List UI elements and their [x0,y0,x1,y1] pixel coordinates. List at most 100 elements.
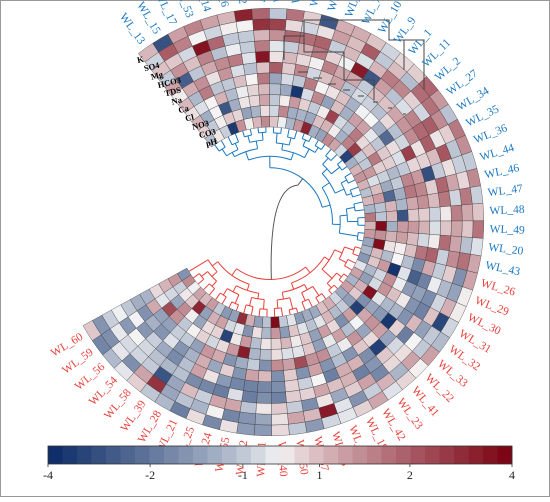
dendro-branch [344,247,354,250]
dendro-branch [353,194,361,197]
heatmap-cell [245,369,259,381]
heatmap-cell [438,191,451,207]
heatmap-cell [375,221,386,231]
heatmap-cell [281,337,292,349]
heatmap-cell [396,232,408,244]
heatmap-cell [243,63,257,75]
colorbar-step [222,446,237,464]
dendro-branch [216,293,221,300]
colorbar-step [411,446,426,464]
sample-label: WL_44 [478,142,515,164]
heatmap-cell [257,73,269,84]
dendro-branch [322,269,332,278]
heatmap-cell [252,8,270,20]
heatmap-cell [282,347,294,359]
heatmap-cell [461,204,473,221]
dendro-branch [335,250,343,253]
heatmap-cell [249,95,260,107]
heatmap-cell [284,369,298,381]
heatmap-cell [428,234,440,249]
colorbar-step [48,446,63,464]
heatmap-cell [238,412,255,425]
sample-label: WL_8 [326,0,346,13]
dendro-branch [289,138,291,145]
heatmap-cell [240,401,257,413]
dendro-branch [302,293,306,301]
dendro-branch [324,257,329,260]
colorbar-tick-label: 2 [407,468,413,482]
heatmap-cell [364,204,376,214]
dendro-branch [250,298,252,306]
heatmap-cell [396,199,408,211]
dendro-branch [247,284,249,290]
heatmap-cell [418,208,429,221]
colorbar-step [367,446,382,464]
heatmap-cell [271,327,281,338]
dendro-branch [256,141,257,149]
colorbar-step [179,446,194,464]
dendro-branch [344,274,348,277]
sample-label: WL_6 [213,0,231,8]
dendro-branch [258,128,259,133]
dendro-branch [326,149,331,155]
heatmap-cell [271,381,285,392]
heatmap-cell [272,424,290,436]
heatmap-cell [438,235,450,251]
colorbar-step [135,446,150,464]
heatmap-cell [417,195,429,209]
heatmap-cell [271,349,282,360]
colorbar-step [280,446,295,464]
colorbar-step [425,446,440,464]
colorbar-step [106,446,121,464]
heatmap-cell [279,316,289,328]
sample-label: WL_49 [489,223,525,236]
heatmap-cell [472,203,484,221]
dendro-branch [322,169,327,174]
dendro-branch [331,155,337,161]
heatmap-cell [243,380,258,392]
dendro-branch [189,260,208,272]
heatmap-cell [255,51,269,62]
heatmap-cell [258,84,269,95]
dendro-branch [321,144,325,149]
dendro-branch [223,289,227,295]
colorbar-step [237,446,252,464]
dendro-branch [354,202,363,204]
dendro-branch [348,259,356,263]
dendro-branch [244,305,246,313]
dendro-branch [289,310,290,315]
dendro-branch [327,283,331,287]
heatmap-cell [449,189,462,206]
heatmap-cell [259,360,271,371]
heatmap-cell [429,221,440,235]
heatmap-cell [440,221,451,236]
heatmap-cell [271,338,282,349]
heatmap-cell [271,317,280,328]
colorbar-step [121,446,136,464]
sample-label: WL_20 [488,242,525,258]
dendro-branch [357,240,363,241]
dendro-branch [282,144,283,150]
dendro-root [298,179,303,185]
heatmap-cell [270,116,279,127]
dendro-branch [342,166,347,170]
dendro-branch [313,286,319,295]
heatmap-cell [258,371,271,382]
heatmap-cell [427,193,439,208]
heatmap-cell [281,73,294,85]
dendro-branch [323,158,329,164]
heatmap-cell [462,221,473,238]
heatmap-cell [252,117,262,129]
colorbar-step [309,446,324,464]
colorbar-step [396,446,411,464]
colorbar-tick-label: 4 [509,468,515,482]
dendro-branch [348,180,355,183]
heatmap-cell [260,105,270,116]
heatmap-cell [397,210,408,221]
colorbar-step [251,446,266,464]
heatmap-cell [254,424,272,435]
heatmap-cell [271,370,284,381]
colorbar-step [164,446,179,464]
dendro-branch [193,274,199,278]
